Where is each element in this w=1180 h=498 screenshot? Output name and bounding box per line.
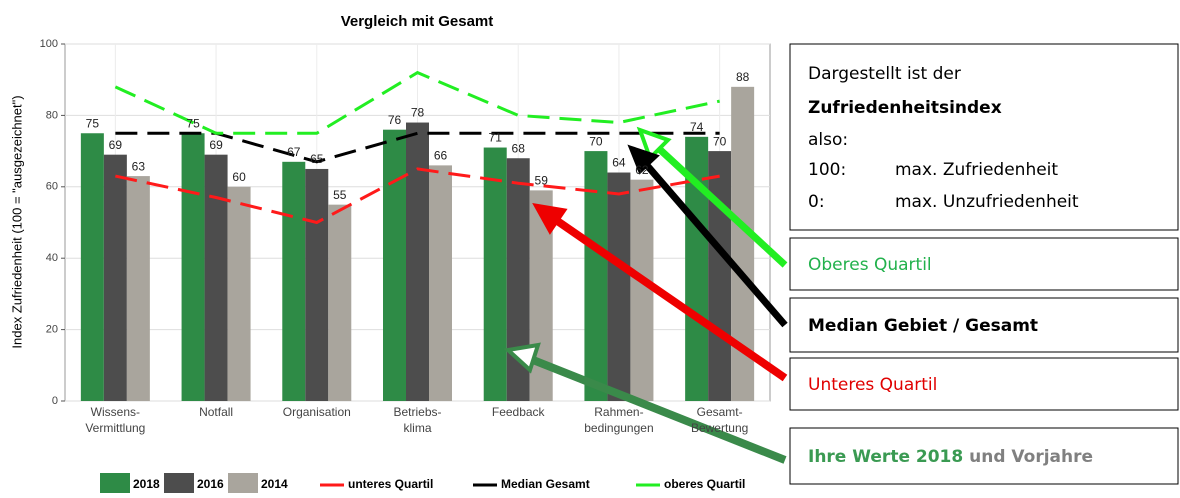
info-text: 100:	[808, 160, 846, 180]
value-label: 69	[209, 138, 223, 152]
lower-text: Unteres Quartil	[808, 375, 937, 395]
x-tick-label: klima	[403, 421, 431, 435]
bar	[282, 161, 306, 401]
upper-text: Oberes Quartil	[808, 255, 932, 275]
quartile-line	[115, 167, 720, 225]
value-label: 68	[512, 141, 526, 155]
bar	[181, 133, 205, 401]
own-box	[789, 427, 1179, 485]
value-label: 55	[333, 188, 347, 202]
info-text: max. Unzufriedenheit	[895, 192, 1079, 212]
own-text-a: Ihre Werte 2018	[808, 447, 963, 467]
value-label: 78	[411, 106, 425, 120]
lower-box	[789, 357, 1179, 411]
bar	[204, 154, 228, 401]
value-label: 64	[612, 156, 626, 170]
value-label: 75	[186, 116, 200, 130]
y-tick-label: 40	[46, 252, 58, 264]
arrow-lower	[532, 203, 788, 382]
arrow-median	[627, 144, 788, 328]
value-label: 67	[287, 145, 301, 159]
value-label: 88	[736, 70, 750, 84]
marks	[80, 70, 755, 401]
y-tick-label: 100	[40, 38, 58, 50]
value-label: 69	[109, 138, 123, 152]
median-box	[789, 297, 1179, 353]
legend-label: Median Gesamt	[501, 477, 590, 491]
median-text: Median Gebiet / Gesamt	[808, 316, 1038, 336]
own-text: Ihre Werte 2018 und Vorjahre	[808, 447, 1093, 467]
y-tick-label: 20	[46, 324, 58, 336]
legend-label: 2018	[133, 477, 160, 491]
bar	[305, 168, 329, 401]
upper-box	[789, 237, 1179, 291]
own-text-b: und Vorjahre	[963, 447, 1093, 467]
value-label: 66	[434, 149, 448, 163]
bar	[429, 165, 452, 401]
bar	[80, 133, 104, 401]
value-label: 74	[690, 120, 704, 134]
bar	[126, 176, 150, 401]
x-tick-label: Betriebs-	[393, 405, 441, 419]
bar	[584, 151, 608, 401]
bar	[406, 122, 429, 401]
x-tick-label: Rahmen-	[594, 405, 643, 419]
y-axis-label: Index Zufriedenheit (100 = "ausgezeichne…	[9, 95, 24, 348]
info-text: 0:	[808, 192, 825, 212]
legend-label: unteres Quartil	[348, 477, 433, 491]
arrow-own	[503, 342, 787, 464]
bar	[685, 136, 709, 401]
legend-swatch	[100, 473, 130, 497]
value-label: 71	[489, 131, 503, 145]
bar	[630, 179, 654, 401]
x-tick-label: Vermittlung	[85, 421, 145, 435]
bar	[103, 154, 127, 401]
x-tick-label: Bewertung	[691, 421, 748, 435]
annotations: Dargestellt ist der Zufriedenheitsindex …	[789, 43, 1179, 485]
bar	[607, 172, 631, 401]
bar	[506, 158, 530, 401]
quartile-line	[114, 70, 720, 135]
x-tick-label: Organisation	[283, 405, 351, 419]
info-text: also:	[808, 130, 848, 150]
value-label: 75	[86, 116, 100, 130]
bar	[383, 129, 406, 401]
x-tick-label: Wissens-	[91, 405, 140, 419]
value-label: 76	[388, 113, 402, 127]
legend-label: 2014	[261, 477, 288, 491]
arrow-upper	[636, 126, 788, 268]
bar	[708, 151, 732, 401]
chart-title: Vergleich mit Gesamt	[341, 13, 494, 30]
x-tick-label: Notfall	[199, 405, 233, 419]
legend-swatch	[164, 473, 194, 497]
value-label: 59	[535, 174, 549, 188]
info-text: Zufriedenheitsindex	[808, 98, 1002, 118]
value-label: 70	[589, 134, 603, 148]
x-tick-label: Feedback	[492, 405, 546, 419]
value-label: 63	[132, 159, 146, 173]
x-tick-label: bedingungen	[584, 421, 653, 435]
y-tick-label: 60	[46, 181, 58, 193]
info-box	[789, 43, 1179, 231]
value-label: 60	[232, 170, 246, 184]
arrows	[503, 126, 788, 464]
bar	[227, 186, 251, 401]
bar	[328, 204, 352, 401]
value-label: 70	[713, 134, 727, 148]
info-text: max. Zufriedenheit	[895, 160, 1058, 180]
legend-label: 2016	[197, 477, 224, 491]
y-tick-label: 80	[46, 109, 58, 121]
legend-swatch	[228, 473, 258, 497]
info-text: Dargestellt ist der	[808, 64, 961, 84]
value-label: 65	[310, 152, 324, 166]
legend-label: oberes Quartil	[664, 477, 745, 491]
x-tick-label: Gesamt-	[697, 405, 743, 419]
value-label: 62	[635, 163, 649, 177]
bar	[483, 147, 507, 401]
bar	[731, 86, 755, 401]
y-tick-label: 0	[52, 395, 58, 407]
